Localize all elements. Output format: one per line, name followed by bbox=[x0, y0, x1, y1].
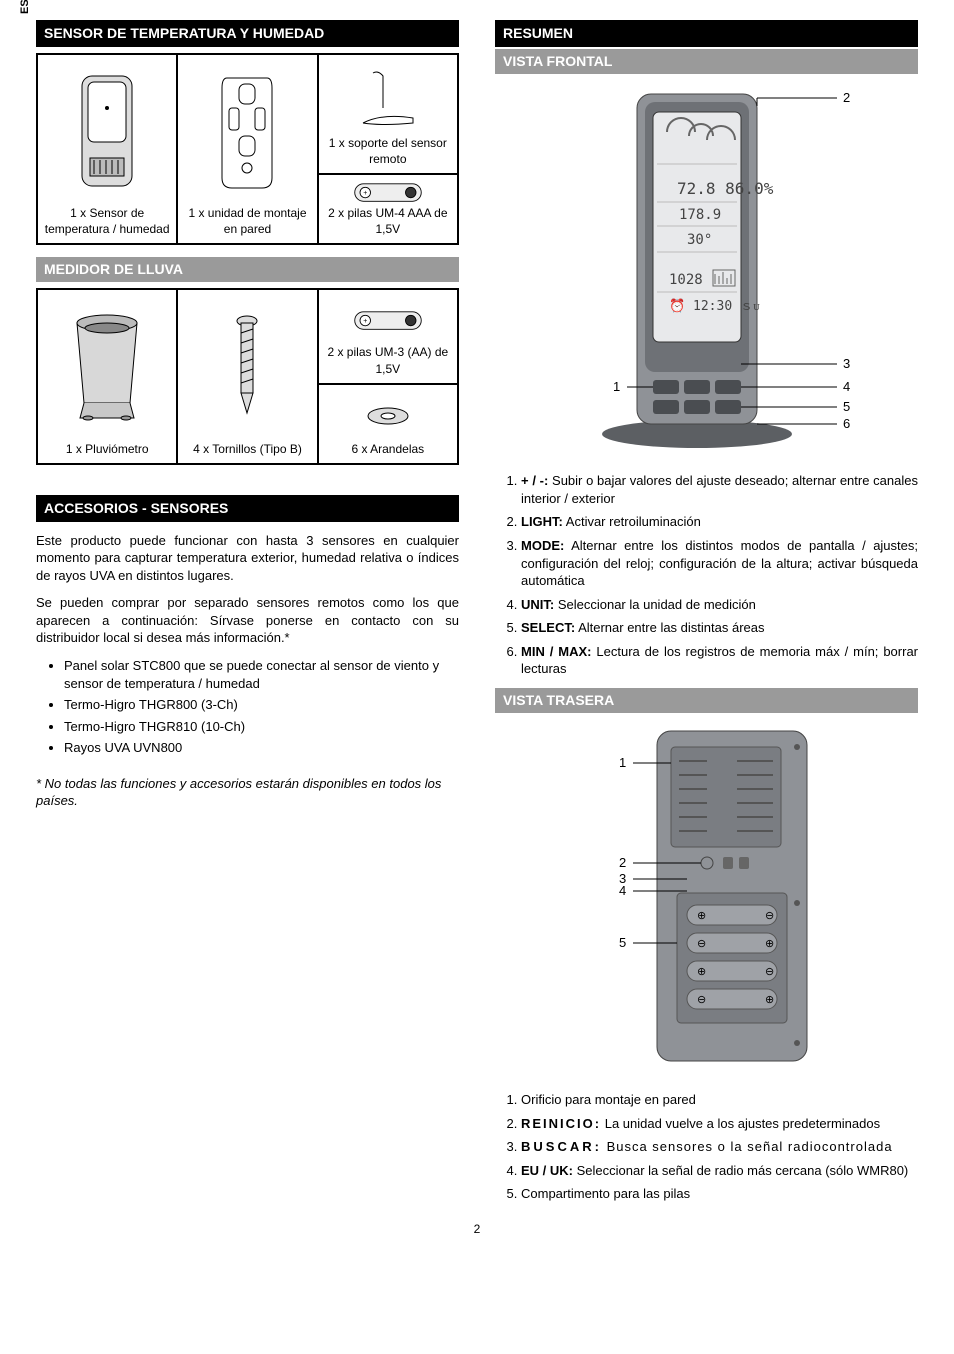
list-item: Panel solar STC800 que se puede conectar… bbox=[64, 657, 459, 692]
cell-rain-3a: + 2 x pilas UM-3 (AA) de 1,5V bbox=[318, 289, 458, 384]
header-rain: MEDIDOR DE LLUVA bbox=[36, 257, 459, 282]
header-resumen: RESUMEN bbox=[495, 20, 918, 47]
list-item: SELECT: Alternar entre las distintas áre… bbox=[521, 619, 918, 637]
svg-text:⊖: ⊖ bbox=[765, 910, 774, 922]
svg-text:178.9: 178.9 bbox=[679, 207, 721, 223]
cell-rain-2: 4 x Tornillos (Tipo B) bbox=[177, 289, 317, 464]
cell-sensor-3b: + 2 x pilas UM-4 AAA de 1,5V bbox=[318, 174, 458, 244]
svg-text:⊕: ⊕ bbox=[697, 966, 706, 978]
wall-mount-icon bbox=[207, 68, 287, 198]
page-number: 2 bbox=[36, 1221, 918, 1237]
cell-sensor-2: 1 x unidad de montaje en pared bbox=[177, 54, 317, 244]
left-column: SENSOR DE TEMPERATURA Y HUMEDAD 1 x Sens… bbox=[36, 20, 459, 1213]
svg-text:+: + bbox=[363, 190, 367, 197]
cell-label: 1 x Pluviómetro bbox=[66, 441, 149, 457]
washer-icon bbox=[363, 404, 413, 428]
list-item: + / -: Subir o bajar valores del ajuste … bbox=[521, 472, 918, 507]
front-view-figure: 72.8 86.0% 178.9 30° 1028 ⏰ 12:30 ｓᴜ bbox=[495, 84, 918, 459]
list-item: Orificio para montaje en pared bbox=[521, 1091, 918, 1109]
acc-para-1: Este producto puede funcionar con hasta … bbox=[36, 532, 459, 585]
acc-para-2: Se pueden comprar por separado sensores … bbox=[36, 594, 459, 647]
back-view-figure: ⊕⊕ ⊖⊖ ⊕⊕ ⊖⊖ 1 2 3 4 5 bbox=[495, 723, 918, 1078]
batteries-icon: + bbox=[353, 310, 423, 331]
svg-text:⊕: ⊕ bbox=[697, 910, 706, 922]
batteries-icon: + bbox=[353, 182, 423, 203]
cell-sensor-3a: 1 x soporte del sensor remoto bbox=[318, 54, 458, 174]
header-accessories: ACCESORIOS - SENSORES bbox=[36, 495, 459, 522]
svg-text:30°: 30° bbox=[687, 232, 712, 248]
rain-grid: 1 x Pluviómetro 4 x Tornillos (Tipo B) bbox=[36, 288, 459, 465]
cell-label: 2 x pilas UM-3 (AA) de 1,5V bbox=[323, 344, 453, 376]
list-item: Compartimento para las pilas bbox=[521, 1185, 918, 1203]
rain-gauge-icon bbox=[62, 308, 152, 428]
list-item: MIN / MAX: Lectura de los registros de m… bbox=[521, 643, 918, 678]
stand-icon bbox=[353, 68, 423, 128]
list-item: BUSCAR: Busca sensores o la señal radioc… bbox=[521, 1138, 918, 1156]
svg-text:1: 1 bbox=[619, 755, 626, 770]
acc-footnote: * No todas las funciones y accesorios es… bbox=[36, 775, 459, 810]
svg-text:5: 5 bbox=[619, 935, 626, 950]
svg-text:2: 2 bbox=[619, 855, 626, 870]
list-item: REINICIO: La unidad vuelve a los ajustes… bbox=[521, 1115, 918, 1133]
temp-sensor-icon bbox=[72, 68, 142, 198]
list-item: Rayos UVA UVN800 bbox=[64, 739, 459, 757]
svg-text:3: 3 bbox=[843, 356, 850, 371]
cell-label: 6 x Arandelas bbox=[351, 441, 424, 457]
svg-text:5: 5 bbox=[843, 399, 850, 414]
cell-rain-1: 1 x Pluviómetro bbox=[37, 289, 177, 464]
list-item: MODE: Alternar entre los distintos modos… bbox=[521, 537, 918, 590]
list-item: Termo-Higro THGR810 (10-Ch) bbox=[64, 718, 459, 736]
svg-text:1028: 1028 bbox=[669, 272, 703, 288]
svg-text:+: + bbox=[363, 318, 367, 325]
list-item: Termo-Higro THGR800 (3-Ch) bbox=[64, 696, 459, 714]
cell-label: 2 x pilas UM-4 AAA de 1,5V bbox=[323, 205, 453, 237]
acc-bullet-list: Panel solar STC800 que se puede conectar… bbox=[36, 657, 459, 757]
svg-text:⊕: ⊕ bbox=[765, 994, 774, 1006]
list-item: EU / UK: Seleccionar la señal de radio m… bbox=[521, 1162, 918, 1180]
header-front-view: VISTA FRONTAL bbox=[495, 49, 918, 74]
cell-label: 1 x unidad de montaje en pared bbox=[182, 205, 312, 237]
cell-label: 1 x Sensor de temperatura / humedad bbox=[42, 205, 172, 237]
language-tab: ES bbox=[18, 0, 33, 14]
header-sensor: SENSOR DE TEMPERATURA Y HUMEDAD bbox=[36, 20, 459, 47]
cell-label: 4 x Tornillos (Tipo B) bbox=[193, 441, 302, 457]
svg-text:⊖: ⊖ bbox=[765, 966, 774, 978]
svg-text:1: 1 bbox=[613, 379, 620, 394]
right-column: RESUMEN VISTA FRONTAL 72.8 86.0% 178.9 3… bbox=[495, 20, 918, 1213]
back-view-list: Orificio para montaje en pared REINICIO:… bbox=[495, 1091, 918, 1203]
front-view-list: + / -: Subir o bajar valores del ajuste … bbox=[495, 472, 918, 677]
list-item: UNIT: Seleccionar la unidad de medición bbox=[521, 596, 918, 614]
svg-text:⊕: ⊕ bbox=[765, 938, 774, 950]
svg-text:72.8 86.0%: 72.8 86.0% bbox=[677, 179, 774, 198]
svg-text:4: 4 bbox=[843, 379, 850, 394]
screw-icon bbox=[232, 313, 262, 423]
callout-num: 2 bbox=[843, 90, 850, 105]
svg-text:6: 6 bbox=[843, 416, 850, 431]
cell-rain-3b: 6 x Arandelas bbox=[318, 384, 458, 464]
svg-text:⏰ 12:30 ｓᴜ: ⏰ 12:30 ｓᴜ bbox=[669, 297, 760, 314]
svg-text:⊖: ⊖ bbox=[697, 938, 706, 950]
sensor-grid: 1 x Sensor de temperatura / humedad 1 x … bbox=[36, 53, 459, 245]
svg-text:⊖: ⊖ bbox=[697, 994, 706, 1006]
cell-sensor-1: 1 x Sensor de temperatura / humedad bbox=[37, 54, 177, 244]
list-item: LIGHT: Activar retroiluminación bbox=[521, 513, 918, 531]
svg-text:4: 4 bbox=[619, 883, 626, 898]
cell-label: 1 x soporte del sensor remoto bbox=[323, 135, 453, 167]
header-back-view: VISTA TRASERA bbox=[495, 688, 918, 713]
